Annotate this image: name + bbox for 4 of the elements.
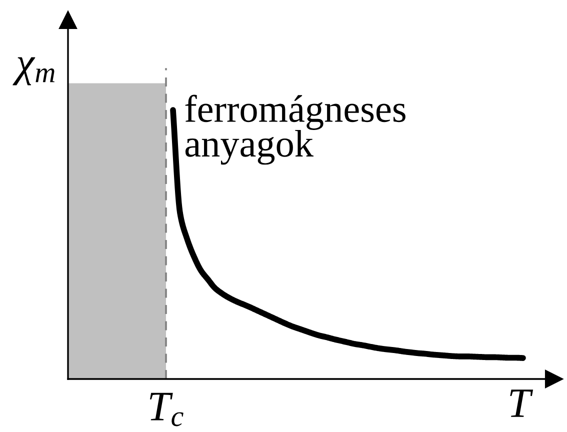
text: T$_{c}$ bbox=[150, 392, 184, 426]
x-axis-title: T bbox=[510, 390, 534, 417]
y-axis-title: χ$_{m}$ bbox=[12, 57, 54, 86]
series-label: ferromágneses anyagok bbox=[185, 94, 406, 165]
